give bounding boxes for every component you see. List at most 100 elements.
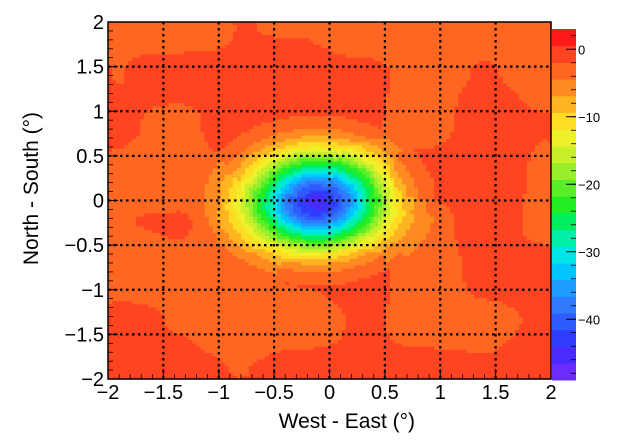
heatmap-cell — [144, 362, 149, 367]
heatmap-cell — [265, 184, 270, 189]
heatmap-cell — [248, 275, 254, 279]
heatmap-cell — [240, 70, 246, 75]
heatmap-cell — [285, 372, 290, 377]
heatmap-cell — [116, 31, 121, 36]
heatmap-cell — [184, 262, 190, 267]
heatmap-cell — [168, 184, 174, 189]
heatmap-cell — [136, 203, 141, 208]
heatmap-cell — [240, 194, 246, 198]
heatmap-cell — [248, 47, 254, 52]
heatmap-cell — [285, 281, 290, 286]
heatmap-cell — [204, 265, 210, 270]
heatmap-cell — [160, 151, 165, 156]
heatmap-cell — [281, 213, 286, 218]
heatmap-cell — [176, 239, 182, 244]
heatmap-cell — [248, 206, 254, 211]
heatmap-cell — [172, 249, 178, 254]
heatmap-cell — [257, 210, 262, 215]
heatmap-cell — [208, 252, 214, 257]
heatmap-cell — [128, 206, 133, 211]
heatmap-cell — [176, 349, 182, 354]
heatmap-cell — [281, 138, 286, 143]
heatmap-cell — [132, 73, 137, 78]
heatmap-cell — [128, 203, 133, 208]
heatmap-cell — [124, 301, 129, 305]
heatmap-cell — [236, 187, 242, 192]
heatmap-cell — [188, 307, 194, 312]
heatmap-cell — [196, 80, 202, 85]
heatmap-cell — [252, 187, 258, 192]
heatmap-cell — [192, 229, 198, 234]
heatmap-cell — [176, 99, 182, 104]
heatmap-cell — [252, 294, 258, 299]
heatmap-cell — [232, 145, 238, 150]
heatmap-cell — [128, 135, 133, 140]
heatmap-cell — [144, 122, 149, 127]
heatmap-cell — [116, 138, 121, 143]
heatmap-cell — [261, 168, 266, 172]
heatmap-cell — [281, 161, 286, 166]
heatmap-cell — [180, 145, 186, 150]
heatmap-cell — [108, 103, 113, 107]
heatmap-cell — [216, 41, 222, 46]
heatmap-cell — [172, 22, 178, 26]
heatmap-cell — [184, 275, 190, 279]
heatmap-cell — [176, 317, 182, 322]
heatmap-cell — [216, 294, 222, 299]
heatmap-cell — [168, 44, 174, 49]
heatmap-cell — [277, 99, 282, 104]
heatmap-cell — [128, 60, 133, 65]
heatmap-cell — [172, 356, 178, 361]
heatmap-cell — [273, 210, 278, 215]
heatmap-cell — [180, 304, 186, 309]
heatmap-cell — [232, 314, 238, 318]
heatmap-cell — [285, 278, 290, 283]
heatmap-cell — [184, 327, 190, 331]
heatmap-cell — [140, 372, 145, 377]
heatmap-cell — [148, 86, 153, 91]
heatmap-cell — [188, 184, 194, 189]
heatmap-cell — [120, 265, 125, 270]
heatmap-cell — [168, 294, 174, 299]
heatmap-cell — [168, 99, 174, 104]
heatmap-cell — [281, 226, 286, 231]
heatmap-cell — [196, 294, 202, 299]
heatmap-cell — [124, 252, 129, 257]
heatmap-cell — [152, 271, 157, 276]
heatmap-cell — [285, 22, 290, 26]
heatmap-cell — [232, 142, 238, 146]
heatmap-cell — [212, 148, 218, 153]
heatmap-cell — [224, 252, 230, 257]
heatmap-cell — [184, 190, 190, 195]
heatmap-cell — [140, 288, 145, 292]
heatmap-cell — [228, 28, 234, 33]
heatmap-cell — [220, 70, 226, 75]
heatmap-cell — [200, 171, 206, 176]
heatmap-cell — [248, 129, 254, 133]
heatmap-cell — [228, 57, 234, 62]
heatmap-cell — [273, 83, 278, 88]
heatmap-cell — [136, 57, 141, 62]
heatmap-cell — [208, 336, 214, 341]
heatmap-cell — [244, 375, 250, 380]
heatmap-cell — [140, 77, 145, 82]
heatmap-cell — [252, 164, 258, 169]
heatmap-cell — [136, 177, 141, 182]
heatmap-cell — [224, 177, 230, 182]
heatmap-cell — [273, 151, 278, 156]
heatmap-cell — [200, 262, 206, 267]
heatmap-cell — [277, 229, 282, 234]
heatmap-cell — [285, 330, 290, 335]
heatmap-cell — [269, 83, 274, 88]
heatmap-cell — [172, 171, 178, 176]
heatmap-cell — [128, 245, 133, 250]
heatmap-cell — [164, 184, 170, 189]
heatmap-cell — [277, 28, 282, 33]
heatmap-cell — [261, 223, 266, 228]
heatmap-cell — [144, 70, 149, 75]
heatmap-cell — [248, 281, 254, 286]
heatmap-cell — [236, 60, 242, 65]
heatmap-cell — [265, 353, 270, 357]
heatmap-cell — [273, 31, 278, 36]
heatmap-cell — [140, 57, 145, 62]
